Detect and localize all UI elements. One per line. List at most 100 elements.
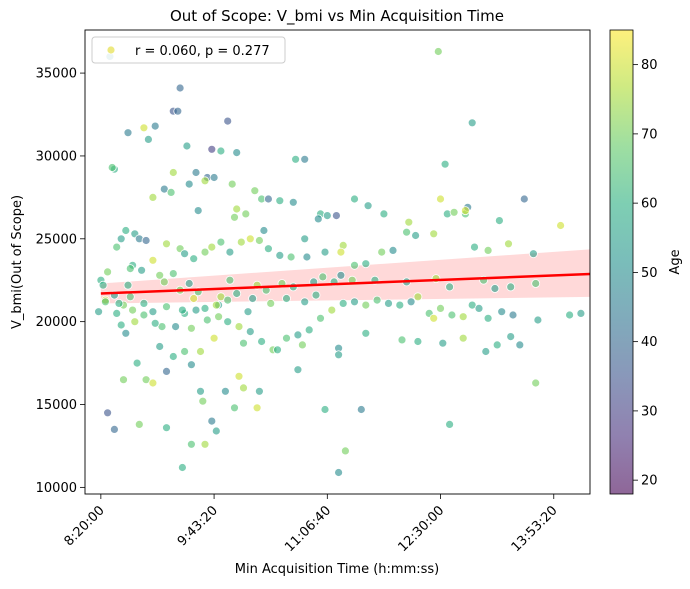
- data-point: [273, 345, 282, 355]
- data-point: [200, 247, 210, 257]
- chart-title: Out of Scope: V_bmi vs Min Acquisition T…: [170, 7, 504, 26]
- data-point: [230, 212, 239, 222]
- colorbar-tick-label: 20: [641, 474, 658, 489]
- data-point: [123, 128, 133, 138]
- data-point: [361, 300, 371, 310]
- y-axis-label: V_bmi(Out of Scope): [10, 195, 25, 329]
- data-point: [196, 347, 205, 356]
- data-point: [356, 405, 366, 414]
- data-point: [438, 338, 448, 348]
- data-point: [116, 234, 126, 244]
- data-point: [338, 298, 348, 308]
- data-point: [125, 264, 135, 274]
- data-point: [211, 426, 221, 436]
- data-point: [293, 330, 303, 340]
- data-point: [125, 292, 135, 302]
- data-point: [300, 297, 310, 307]
- data-point: [363, 201, 373, 211]
- data-point: [318, 272, 328, 282]
- data-point: [155, 342, 165, 351]
- data-point: [483, 245, 493, 255]
- data-point: [189, 294, 199, 303]
- data-point: [227, 179, 237, 189]
- data-point: [150, 121, 160, 131]
- data-point: [508, 310, 518, 320]
- data-point: [216, 146, 226, 156]
- data-point: [209, 333, 219, 343]
- data-point: [168, 269, 178, 279]
- y-axis-ticks: 10000 15000 20000 25000 30000 35000: [36, 67, 85, 496]
- legend-box: [91, 36, 286, 64]
- data-point: [119, 375, 128, 385]
- data-point: [436, 194, 445, 204]
- data-point: [372, 295, 382, 305]
- data-point: [282, 333, 291, 343]
- data-point: [234, 322, 244, 332]
- data-point: [184, 279, 194, 288]
- colorbar-label: Age: [668, 249, 683, 274]
- data-point: [143, 134, 153, 144]
- data-point: [494, 216, 504, 226]
- data-point: [531, 378, 541, 388]
- data-point: [413, 292, 423, 302]
- data-point: [180, 249, 190, 259]
- data-point: [162, 366, 171, 376]
- data-point: [200, 303, 210, 313]
- data-point: [411, 231, 421, 240]
- data-point: [209, 173, 219, 182]
- data-point: [211, 300, 221, 310]
- colorbar-tick-label: 60: [641, 197, 658, 212]
- legend-label: r = 0.060, p = 0.277: [135, 44, 270, 59]
- data-point: [186, 360, 196, 370]
- data-point: [114, 298, 124, 308]
- y-tick-label: 25000: [36, 232, 77, 247]
- data-point: [112, 242, 122, 252]
- data-point: [182, 141, 192, 151]
- colorbar-ticks: 20 30 40 50 60 70 80: [633, 58, 658, 489]
- data-point: [492, 340, 502, 350]
- colorbar-tick-label: 80: [641, 58, 658, 73]
- data-point: [155, 270, 165, 280]
- data-point: [168, 168, 178, 177]
- data-point: [297, 340, 307, 350]
- data-point: [322, 211, 332, 221]
- data-point: [241, 209, 251, 219]
- data-point: [263, 194, 273, 204]
- data-point: [565, 310, 574, 320]
- data-point: [395, 300, 405, 310]
- data-point: [132, 358, 142, 368]
- data-point: [150, 318, 160, 328]
- data-point: [250, 186, 260, 196]
- data-point: [139, 298, 149, 308]
- data-point: [191, 305, 201, 315]
- data-point: [384, 298, 393, 308]
- data-point: [225, 275, 235, 285]
- data-point: [123, 280, 133, 290]
- data-point: [200, 176, 210, 186]
- x-tick-label: 13:53:20: [509, 503, 561, 555]
- data-point: [263, 244, 273, 254]
- data-point: [320, 405, 330, 414]
- data-point: [186, 439, 196, 449]
- x-axis-label: Min Acquisition Time (h:mm:ss): [235, 562, 440, 577]
- data-point: [175, 83, 185, 93]
- x-tick-label: 12:30:00: [395, 503, 447, 555]
- data-point: [121, 226, 131, 235]
- x-tick-label: 11:06:40: [282, 503, 334, 555]
- data-point: [162, 239, 171, 249]
- data-point: [331, 211, 341, 221]
- data-point: [336, 270, 346, 280]
- data-point: [254, 236, 264, 245]
- data-point: [207, 242, 217, 252]
- data-point: [243, 307, 253, 317]
- y-tick-label: 20000: [36, 315, 77, 330]
- data-point: [121, 328, 131, 338]
- colorbar-tick-label: 50: [641, 266, 658, 281]
- data-point: [171, 322, 181, 332]
- data-point: [202, 315, 212, 325]
- data-point: [519, 194, 529, 204]
- data-point: [483, 313, 493, 323]
- data-point: [474, 303, 484, 313]
